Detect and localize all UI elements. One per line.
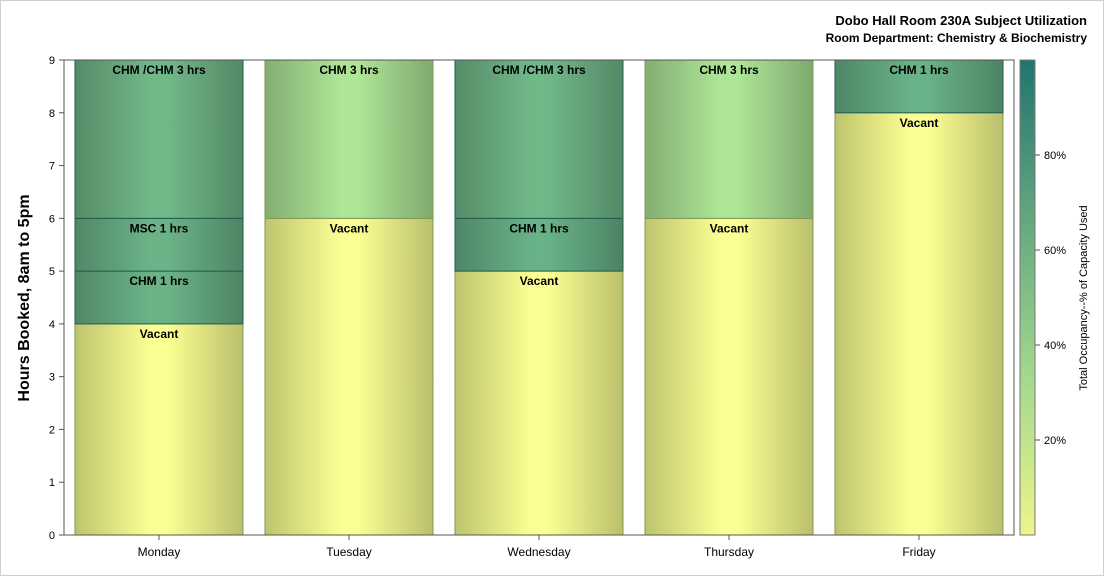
y-tick-label: 9 (49, 55, 55, 67)
segment-label: CHM 1 hrs (129, 274, 189, 288)
chart-subtitle: Room Department: Chemistry & Biochemistr… (825, 31, 1087, 45)
colorbar-tick-label: 40% (1044, 340, 1066, 352)
plot-area: Vacant CHM 1 hrs MSC 1 hrs CHM /CHM 3 hrs Va… (63, 59, 1015, 536)
bar-segment (644, 59, 814, 219)
bar-segment (644, 217, 814, 536)
y-tick-label: 8 (49, 108, 55, 120)
segment-label: CHM 1 hrs (509, 221, 569, 235)
bar-segment (264, 59, 434, 219)
segment-label: Vacant (140, 327, 179, 341)
segment-label: Vacant (330, 221, 369, 235)
bar-segment (74, 59, 244, 219)
x-tick-label: Thursday (704, 545, 754, 559)
x-axis: Monday Tuesday Wednesday Thursday Friday (138, 535, 936, 559)
y-tick-label: 0 (49, 530, 55, 542)
segment-label: Vacant (520, 274, 559, 288)
colorbar-tick-label: 80% (1044, 150, 1066, 162)
segment-label: CHM /CHM 3 hrs (492, 63, 586, 77)
segment-label: CHM 1 hrs (889, 63, 949, 77)
y-tick-label: 3 (49, 372, 55, 384)
segment-label: CHM 3 hrs (319, 63, 379, 77)
y-axis: 0 1 2 3 4 5 6 7 8 9 (49, 55, 64, 542)
y-tick-label: 2 (49, 424, 55, 436)
colorbar-ramp (1019, 59, 1036, 536)
bar-segment (834, 112, 1004, 536)
y-tick-label: 7 (49, 161, 55, 173)
colorbar-tick-label: 60% (1044, 245, 1066, 257)
segment-label: Vacant (900, 116, 939, 130)
segment-label: CHM 3 hrs (699, 63, 759, 77)
segment-label: Vacant (710, 221, 749, 235)
segment-label: CHM /CHM 3 hrs (112, 63, 206, 77)
segment-label: MSC 1 hrs (130, 221, 189, 235)
chart-title: Dobo Hall Room 230A Subject Utilization (835, 13, 1087, 28)
y-tick-label: 4 (49, 319, 55, 331)
bar-segment (454, 59, 624, 219)
bar-segment (264, 217, 434, 536)
x-tick-label: Wednesday (507, 545, 570, 559)
bar-segment (74, 217, 244, 272)
x-tick-label: Monday (138, 545, 181, 559)
colorbar-tick-label: 20% (1044, 435, 1066, 447)
bar-segment (74, 323, 244, 536)
y-tick-label: 6 (49, 213, 55, 225)
y-axis-label: Hours Booked, 8am to 5pm (16, 194, 33, 401)
colorbar-title: Total Occupancy--% of Capacity Used (1078, 205, 1090, 390)
bar-segment (74, 270, 244, 325)
bar-segment (454, 270, 624, 536)
color-legend: 20% 40% 60% 80% (1019, 59, 1066, 536)
y-tick-label: 1 (49, 477, 55, 489)
x-tick-label: Tuesday (326, 545, 372, 559)
x-tick-label: Friday (902, 545, 935, 559)
y-tick-label: 5 (49, 266, 55, 278)
